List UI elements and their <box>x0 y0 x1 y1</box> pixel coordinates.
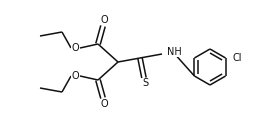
Text: Cl: Cl <box>233 53 242 63</box>
Text: O: O <box>100 15 108 25</box>
Text: S: S <box>142 78 148 88</box>
Text: NH: NH <box>167 47 182 57</box>
Text: O: O <box>71 71 79 81</box>
Text: O: O <box>100 99 108 109</box>
Text: O: O <box>71 43 79 53</box>
